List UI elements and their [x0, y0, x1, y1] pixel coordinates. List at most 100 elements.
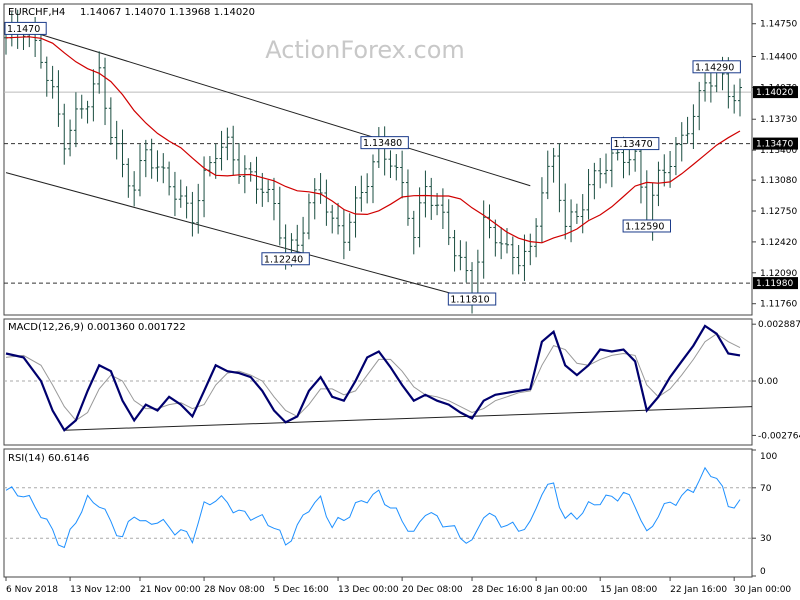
price-bar	[510, 236, 515, 275]
price-bar	[91, 69, 96, 122]
price-bar	[248, 162, 253, 182]
price-tick-label: 1.14750	[760, 20, 797, 30]
price-bar	[353, 186, 358, 238]
price-bar	[132, 171, 137, 207]
annotation-label: 1.1470	[7, 24, 40, 35]
price-bar	[685, 116, 690, 144]
level-price-label: 1.11980	[756, 279, 793, 289]
macd-trendline	[64, 406, 753, 431]
price-bar	[569, 199, 574, 243]
price-bar	[137, 144, 142, 197]
price-annotation: 1.11810	[447, 292, 497, 306]
rsi-tick-label: 100	[760, 452, 777, 462]
rsi-tick-label: 70	[760, 484, 772, 494]
price-bar	[662, 154, 667, 187]
time-tick-label: 21 Nov 00:00	[140, 585, 201, 595]
time-tick-label: 13 Dec 00:00	[338, 585, 399, 595]
price-tick-label: 1.13730	[760, 115, 797, 125]
price-bar	[97, 51, 102, 94]
time-tick-label: 20 Dec 08:00	[402, 585, 463, 595]
price-bar	[557, 143, 562, 213]
price-bar	[487, 204, 492, 239]
price-bar	[574, 203, 579, 224]
time-tick-label: 13 Nov 12:00	[70, 585, 131, 595]
price-bar	[697, 81, 702, 131]
level-price-box	[753, 277, 798, 290]
price-bar	[341, 209, 346, 260]
price-bar	[598, 157, 603, 189]
price-bar	[155, 150, 160, 182]
price-bar	[79, 94, 84, 119]
rsi-tick-label: 0	[760, 567, 766, 577]
price-tick-label: 1.13080	[760, 176, 797, 186]
price-bar	[73, 92, 78, 148]
price-bar	[44, 56, 49, 97]
channel-line	[5, 23, 531, 187]
price-bar	[435, 192, 440, 216]
price-bar	[673, 137, 678, 176]
price-bar	[202, 156, 207, 218]
price-bar	[103, 57, 108, 126]
price-bar	[516, 245, 521, 275]
price-bar	[149, 138, 154, 179]
price-bar	[481, 200, 486, 279]
macd-line	[5, 324, 741, 432]
macd-tick-label: 0.002887	[758, 320, 800, 330]
price-annotation: 1.13480	[360, 136, 409, 150]
price-bar	[708, 67, 713, 103]
price-bar	[411, 210, 416, 255]
price-annotation: 1.12240	[261, 252, 310, 266]
price-annotation: 1.1470	[4, 21, 47, 35]
moving-average-line	[5, 36, 741, 244]
symbol-label: EURCHF,H4	[8, 7, 65, 18]
price-bar	[68, 119, 73, 157]
time-tick-label: 30 Jan 00:00	[734, 585, 791, 595]
price-bar	[522, 234, 527, 281]
price-bar	[161, 153, 166, 184]
price-tick-label: 1.12750	[760, 207, 797, 217]
annotation-box	[622, 219, 671, 233]
price-bar	[108, 97, 113, 145]
price-annotation: 1.12590	[622, 219, 671, 233]
annotation-box	[4, 21, 47, 35]
price-bar	[225, 127, 230, 161]
price-bar	[260, 172, 265, 207]
price-bar	[365, 173, 370, 204]
price-bar	[440, 188, 445, 230]
price-bar	[446, 199, 451, 246]
price-bar	[405, 169, 410, 226]
price-bar	[499, 227, 504, 260]
level-price-box	[753, 137, 798, 150]
price-bar	[592, 162, 597, 200]
price-bar	[691, 104, 696, 149]
rsi-line	[5, 466, 741, 549]
time-tick-label: 28 Nov 08:00	[204, 585, 265, 595]
time-tick-label: 8 Jan 00:00	[536, 585, 588, 595]
price-bar	[458, 240, 463, 271]
current-price-box	[753, 86, 798, 99]
price-tick-label: 1.14400	[760, 53, 797, 63]
price-bar	[545, 150, 550, 200]
price-bar	[213, 143, 218, 179]
price-bar	[190, 191, 195, 237]
price-bar	[580, 194, 585, 234]
price-bar	[493, 219, 498, 257]
price-panel: 1.1470 1.13480 1.12240 1.11810 1.13470 1.1259…	[4, 9, 752, 314]
channel-line	[5, 172, 473, 300]
price-bar	[464, 241, 469, 283]
annotation-label: 1.13470	[613, 139, 652, 150]
price-tick-label: 1.11760	[760, 300, 797, 310]
price-bar	[359, 175, 364, 212]
watermark: ActionForex.com	[265, 36, 465, 64]
price-tick-label: 1.13400	[760, 146, 797, 156]
annotation-box	[447, 292, 497, 306]
macd-panel	[4, 324, 753, 432]
macd-title: MACD(12,26,9) 0.001360 0.001722	[8, 322, 186, 333]
rsi-title: RSI(14) 60.6146	[8, 453, 89, 464]
price-annotation: 1.14290	[692, 60, 741, 74]
ohlc-readout: 1.14067 1.14070 1.13968 1.14020	[80, 7, 255, 18]
price-bar	[539, 177, 544, 243]
price-bar	[330, 204, 335, 234]
price-bar	[114, 120, 119, 160]
annotation-box	[692, 60, 741, 74]
